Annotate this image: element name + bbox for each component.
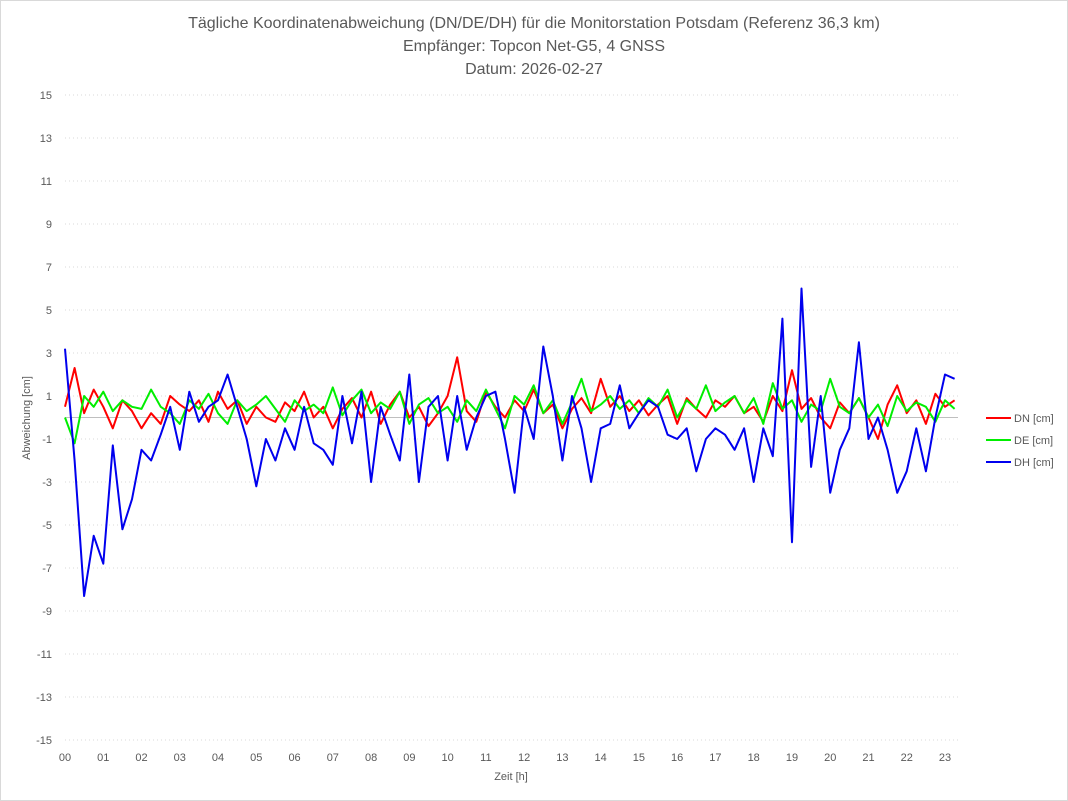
y-tick-label: 13 xyxy=(40,133,52,145)
chart-subtitle-date: Datum: 2026-02-27 xyxy=(465,61,603,78)
y-tick-label: 11 xyxy=(41,176,52,188)
x-tick-label: 08 xyxy=(365,752,377,764)
x-tick-label: 15 xyxy=(633,752,645,764)
x-tick-label: 01 xyxy=(97,752,109,764)
legend-label: DE [cm] xyxy=(1014,435,1053,447)
series-line-dh xyxy=(64,287,956,597)
x-axis-ticks: 00 01 02 03 04 05 06 07 08 09 10 11 12 13 14 15 16 17 18 19… xyxy=(59,752,951,764)
x-tick-label: 04 xyxy=(212,752,224,764)
y-tick-label: -15 xyxy=(36,735,52,747)
y-tick-label: 15 xyxy=(40,90,52,102)
y-tick-label: -11 xyxy=(37,649,52,661)
x-tick-label: 18 xyxy=(748,752,760,764)
x-tick-label: 17 xyxy=(709,752,721,764)
x-tick-label: 11 xyxy=(480,752,491,764)
gridlines xyxy=(65,94,958,741)
x-tick-label: 12 xyxy=(518,752,530,764)
x-tick-label: 05 xyxy=(250,752,262,764)
x-tick-label: 22 xyxy=(901,752,913,764)
y-axis-ticks: 15 13 11 9 7 5 3 1 -1 -3 -5 -7 -9 -11 -13 -15 xyxy=(36,90,52,747)
x-tick-label: 02 xyxy=(135,752,147,764)
y-tick-label: -5 xyxy=(42,520,52,532)
y-tick-label: 7 xyxy=(46,262,52,274)
y-tick-label: -13 xyxy=(36,692,52,704)
x-tick-label: 00 xyxy=(59,752,71,764)
series-lines xyxy=(64,287,956,597)
chart-title: Tägliche Koordinatenabweichung (DN/DE/DH… xyxy=(188,15,880,32)
legend-label: DH [cm] xyxy=(1014,457,1054,469)
x-tick-label: 20 xyxy=(824,752,836,764)
legend: DN [cm] DE [cm] DH [cm] xyxy=(986,413,1054,469)
x-tick-label: 07 xyxy=(327,752,339,764)
y-tick-label: 3 xyxy=(46,348,52,360)
y-tick-label: 9 xyxy=(46,219,52,231)
y-axis-label: Abweichung [cm] xyxy=(21,376,33,460)
y-tick-label: 1 xyxy=(46,391,52,403)
y-tick-label: -1 xyxy=(42,434,52,446)
x-tick-label: 06 xyxy=(288,752,300,764)
x-tick-label: 19 xyxy=(786,752,798,764)
legend-label: DN [cm] xyxy=(1014,413,1054,425)
x-tick-label: 21 xyxy=(862,752,874,764)
x-axis-label: Zeit [h] xyxy=(494,771,528,783)
x-tick-label: 09 xyxy=(403,752,415,764)
x-tick-label: 14 xyxy=(595,752,607,764)
x-tick-label: 23 xyxy=(939,752,951,764)
x-tick-label: 03 xyxy=(174,752,186,764)
chart-subtitle: Empfänger: Topcon Net-G5, 4 GNSS xyxy=(403,38,665,55)
x-tick-label: 10 xyxy=(441,752,453,764)
y-tick-label: 5 xyxy=(46,305,52,317)
y-tick-label: -3 xyxy=(42,477,52,489)
y-tick-label: -9 xyxy=(42,606,52,618)
x-tick-label: 16 xyxy=(671,752,683,764)
y-tick-label: -7 xyxy=(42,563,52,575)
x-tick-label: 13 xyxy=(556,752,568,764)
